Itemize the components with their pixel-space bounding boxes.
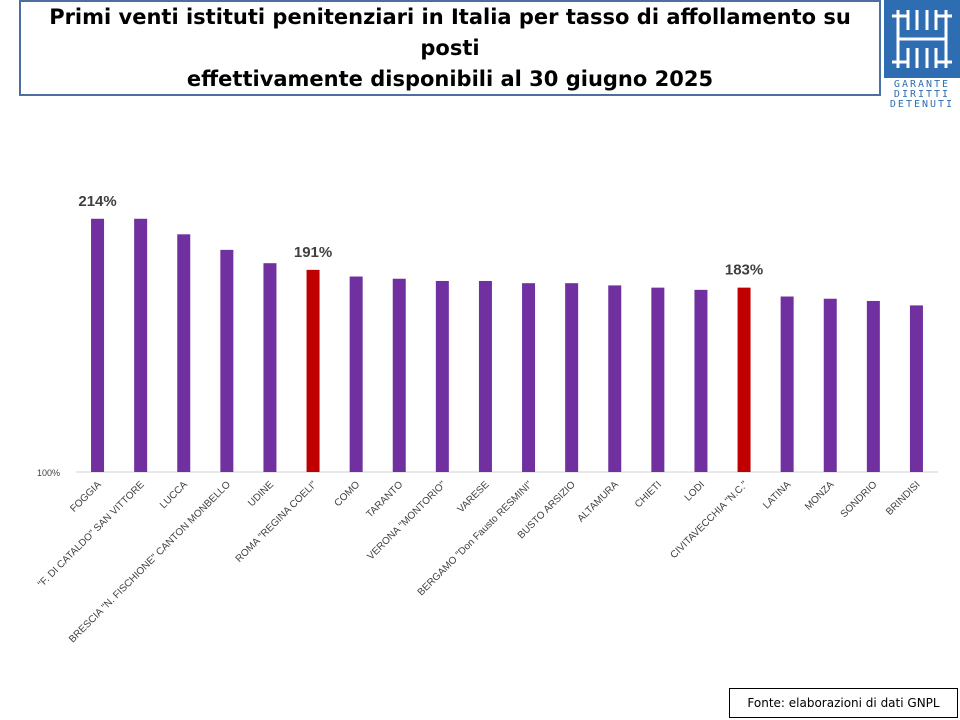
bar-17 [780, 296, 794, 472]
category-label-13: ALTAMURA [576, 479, 621, 524]
bar-11 [522, 283, 536, 472]
category-label-7: COMO [332, 479, 362, 509]
source-note: Fonte: elaborazioni di dati GNPL [729, 688, 958, 718]
bar-1 [91, 218, 105, 472]
bar-8 [392, 278, 406, 472]
category-label-14: CHIETI [633, 479, 664, 510]
data-label-6: 191% [294, 244, 332, 261]
category-label-17: LATINA [761, 479, 793, 511]
category-label-10: VARESE [456, 479, 492, 515]
chart-title: Primi venti istituti penitenziari in Ita… [49, 4, 851, 91]
bar-19 [866, 300, 880, 472]
category-label-3: LUCCA [158, 479, 190, 511]
bar-5 [263, 263, 277, 472]
bar-14 [651, 287, 665, 472]
logo-line-1: GARANTE [893, 79, 951, 90]
logo-line-2: DIRITTI [893, 89, 951, 100]
bar-16 [737, 287, 751, 472]
bar-7 [349, 276, 363, 472]
bar-3 [177, 234, 191, 472]
bar-12 [565, 283, 579, 472]
bar-4 [220, 249, 234, 472]
category-label-1: FOGGIA [68, 479, 104, 515]
bar-2 [134, 218, 148, 472]
bar-9 [435, 280, 449, 472]
category-label-19: SONDRIO [839, 479, 880, 520]
category-label-8: TARANTO [364, 479, 405, 520]
category-label-20: BRINDISI [884, 479, 922, 517]
y-axis-min-label: 100% [37, 468, 60, 478]
category-label-15: LODI [683, 479, 707, 503]
category-label-5: UDINE [246, 479, 276, 509]
category-label-18: MONZA [803, 479, 837, 513]
category-label-16: CIVITAVECCHIA "N.C." [668, 479, 750, 561]
bar-20 [909, 305, 923, 472]
data-label-16: 183% [725, 262, 763, 279]
garante-logo: GARANTE DIRITTI DETENUTI [884, 0, 960, 110]
logo-mark-icon [884, 0, 960, 78]
category-label-4: BRESCIA "N. FISCHIONE" CANTON MONBELLO [67, 479, 233, 645]
title-box: Primi venti istituti penitenziari in Ita… [19, 0, 881, 96]
category-label-9: VERONA "MONTORIO" [365, 479, 448, 562]
category-label-6: ROMA "REGINA COELI" [234, 479, 320, 565]
logo-line-3: DETENUTI [889, 99, 955, 110]
bar-6 [306, 269, 320, 472]
bar-13 [608, 285, 622, 472]
bar-10 [478, 280, 492, 472]
bar-15 [694, 289, 708, 472]
bar-18 [823, 298, 837, 472]
data-label-1: 214% [78, 193, 116, 210]
